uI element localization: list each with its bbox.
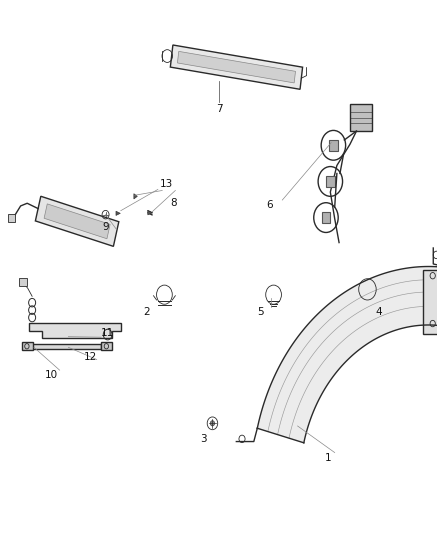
- FancyBboxPatch shape: [321, 212, 330, 223]
- FancyBboxPatch shape: [350, 104, 372, 131]
- Text: 10: 10: [44, 370, 57, 381]
- Polygon shape: [170, 45, 303, 90]
- Circle shape: [210, 421, 215, 426]
- Text: 2: 2: [144, 306, 150, 317]
- Text: 8: 8: [170, 198, 177, 208]
- Polygon shape: [257, 266, 438, 443]
- FancyBboxPatch shape: [329, 140, 338, 151]
- FancyBboxPatch shape: [7, 214, 15, 222]
- Text: 5: 5: [257, 306, 264, 317]
- Text: 11: 11: [101, 328, 114, 338]
- Text: 6: 6: [266, 200, 272, 211]
- Polygon shape: [35, 196, 119, 246]
- Text: 13: 13: [160, 179, 173, 189]
- Text: 9: 9: [102, 222, 109, 232]
- Polygon shape: [44, 204, 110, 239]
- Text: 7: 7: [215, 104, 223, 114]
- Text: 1: 1: [325, 453, 332, 463]
- FancyBboxPatch shape: [101, 342, 112, 351]
- Text: 3: 3: [201, 434, 207, 445]
- Polygon shape: [27, 344, 101, 349]
- FancyBboxPatch shape: [326, 176, 335, 187]
- Text: 4: 4: [375, 306, 381, 317]
- Text: 12: 12: [84, 352, 97, 362]
- FancyBboxPatch shape: [19, 278, 27, 286]
- Polygon shape: [134, 193, 138, 199]
- Polygon shape: [29, 324, 121, 338]
- FancyBboxPatch shape: [423, 270, 438, 334]
- FancyBboxPatch shape: [21, 342, 32, 351]
- Polygon shape: [116, 211, 120, 215]
- Polygon shape: [177, 51, 296, 83]
- Polygon shape: [148, 211, 152, 215]
